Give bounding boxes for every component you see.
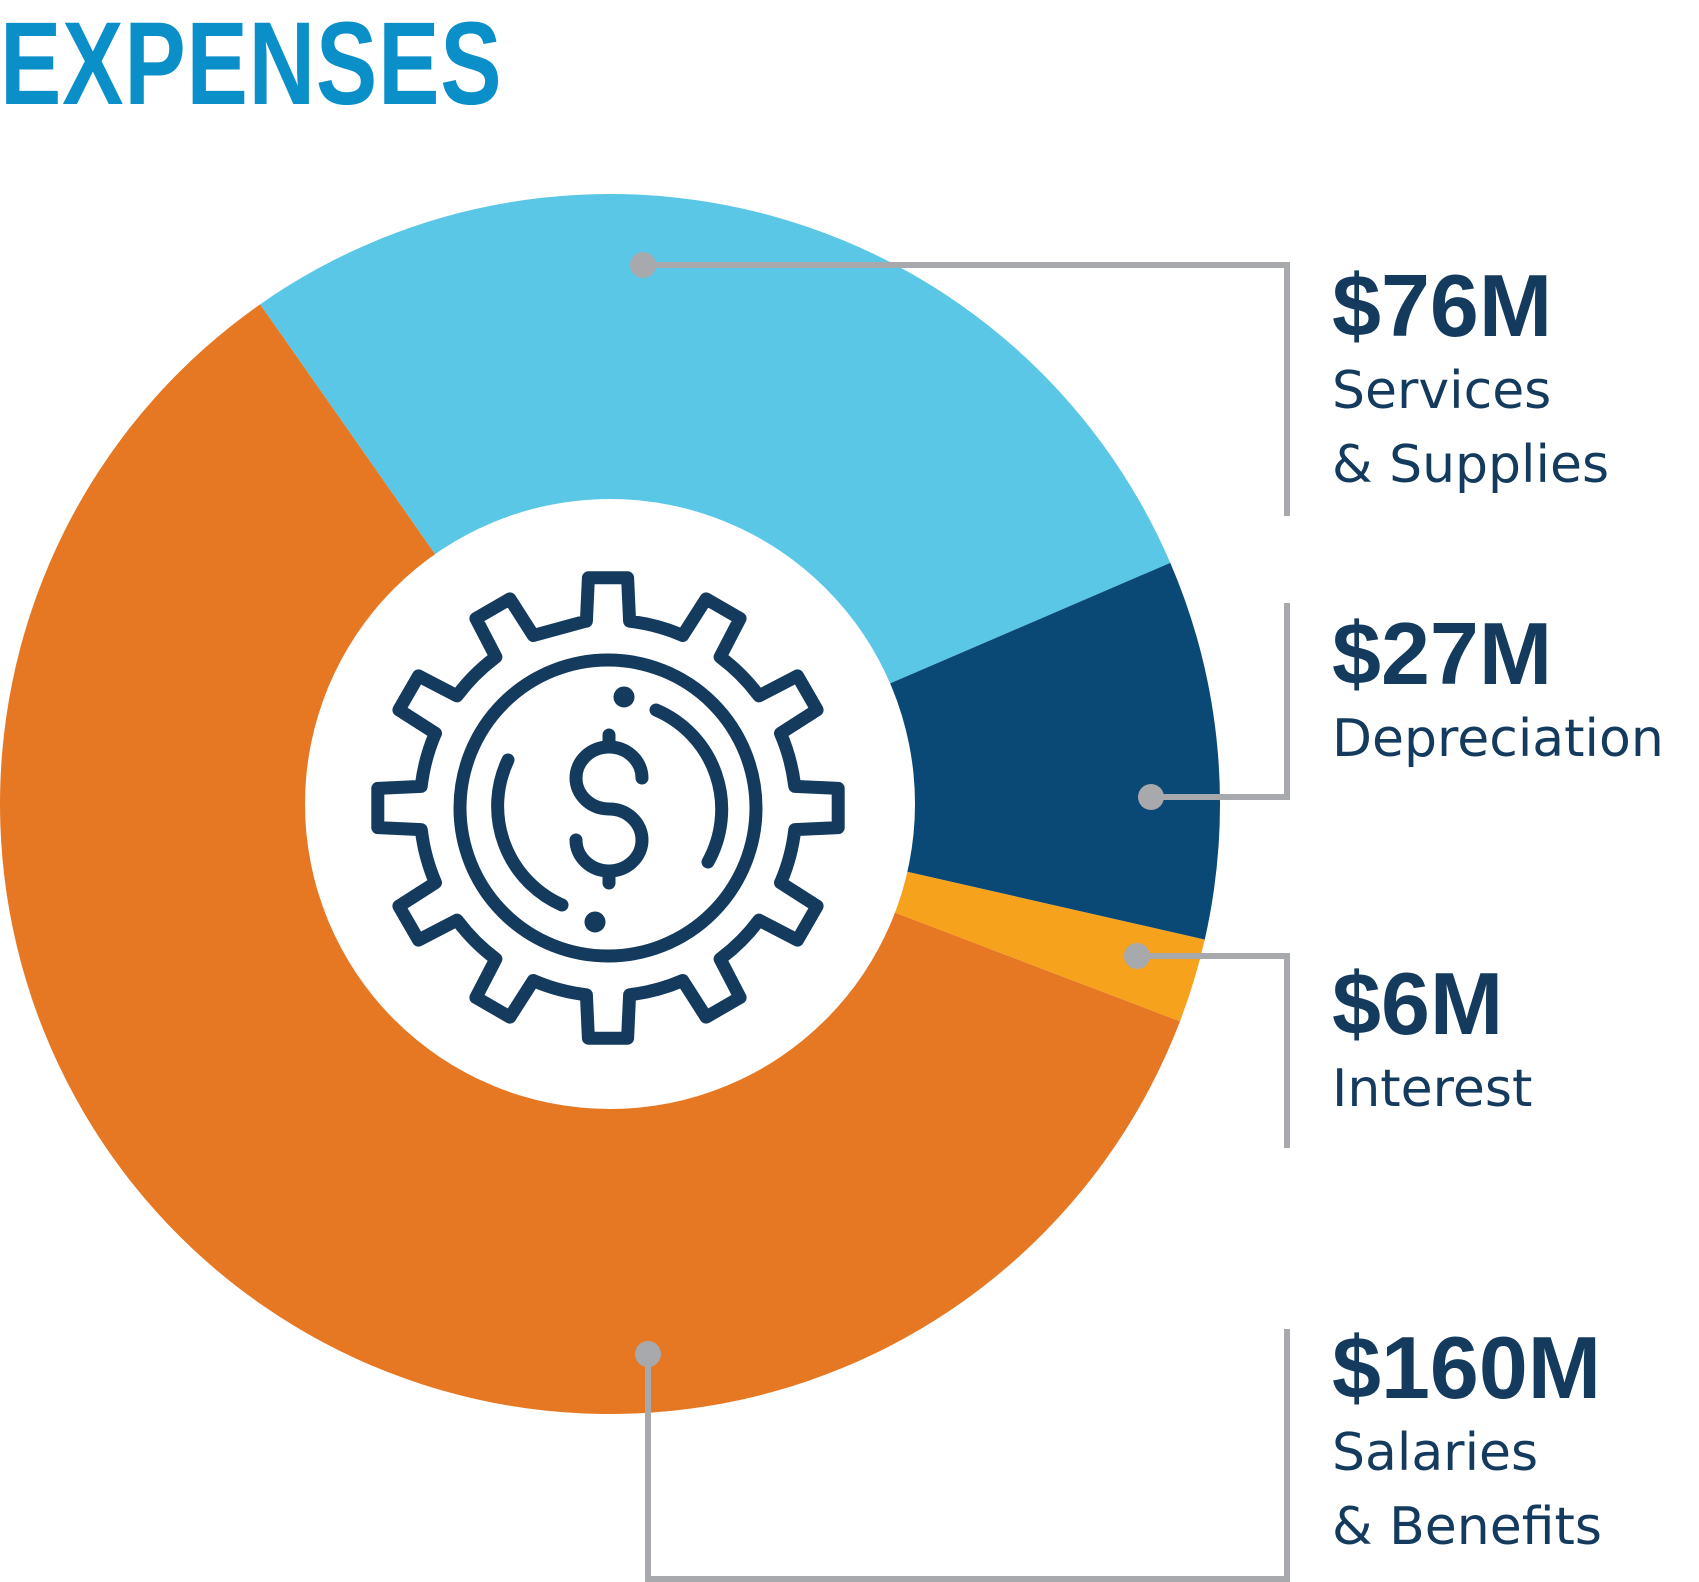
category-label-line: & Supplies bbox=[1332, 435, 1610, 495]
category-label: Services & Supplies bbox=[1332, 354, 1609, 502]
category-label-line: Interest bbox=[1332, 1059, 1533, 1119]
value-label: $27M bbox=[1332, 604, 1553, 703]
value-label: $160M bbox=[1332, 1318, 1602, 1417]
coin-outer-ring-icon bbox=[453, 653, 763, 963]
leader-dot-salaries bbox=[635, 1341, 661, 1367]
category-label-line: & Benefits bbox=[1332, 1497, 1602, 1557]
leader-dot-services bbox=[630, 252, 656, 278]
leader-lines bbox=[643, 262, 1290, 1582]
value-label: $76M bbox=[1332, 256, 1553, 355]
leader-line-depreciation bbox=[1151, 603, 1290, 800]
arrow-arc-right-icon bbox=[649, 703, 729, 869]
category-label: Salaries & Benefits bbox=[1332, 1416, 1602, 1564]
label-depreciation: $27M Depreciation bbox=[1332, 606, 1664, 776]
leader-line-salaries bbox=[645, 1329, 1290, 1582]
leader-line-interest bbox=[1137, 953, 1290, 1148]
category-label: Depreciation bbox=[1332, 702, 1664, 776]
category-label-line: Salaries bbox=[1332, 1423, 1539, 1483]
category-label-line: Services bbox=[1332, 361, 1552, 421]
arc-dot-bottom-icon bbox=[584, 911, 606, 933]
gear-dollar-icon bbox=[371, 571, 845, 1045]
leader-dots bbox=[630, 252, 1164, 1367]
arc-dot-top-icon bbox=[613, 686, 635, 708]
leader-line-services bbox=[643, 262, 1290, 516]
gear-outline-icon bbox=[371, 571, 845, 1045]
donut-slice-0 bbox=[260, 193, 1171, 804]
label-services-supplies: $76M Services & Supplies bbox=[1332, 258, 1609, 502]
leader-dot-depreciation bbox=[1138, 784, 1164, 810]
label-interest: $6M Interest bbox=[1332, 956, 1532, 1126]
value-label: $6M bbox=[1332, 954, 1504, 1053]
category-label: Interest bbox=[1332, 1052, 1532, 1126]
page-title: EXPENSES bbox=[0, 0, 503, 130]
arrow-arc-left-icon bbox=[491, 753, 569, 912]
leader-dot-interest bbox=[1124, 943, 1150, 969]
category-label-line: Depreciation bbox=[1332, 709, 1664, 769]
label-salaries-benefits: $160M Salaries & Benefits bbox=[1332, 1320, 1602, 1564]
donut-slice-1 bbox=[610, 562, 1220, 940]
